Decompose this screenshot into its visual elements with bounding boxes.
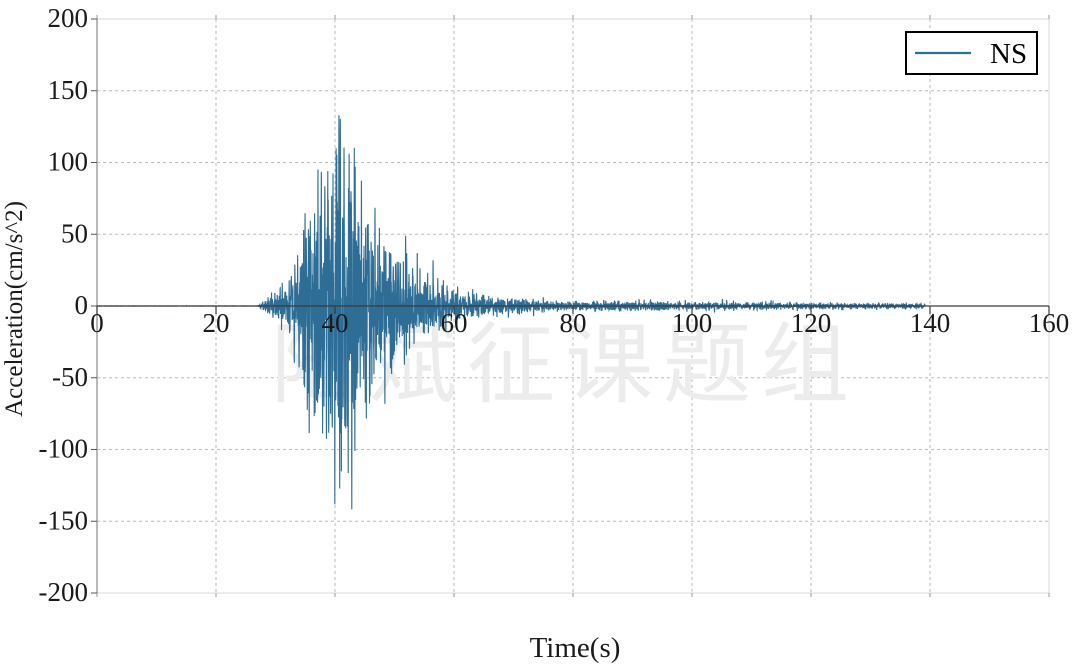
svg-text:80: 80 [560,308,587,338]
svg-text:60: 60 [441,308,468,338]
svg-text:50: 50 [61,218,88,248]
svg-text:Time(s): Time(s) [530,632,621,664]
svg-text:100: 100 [48,147,89,177]
svg-text:40: 40 [322,308,349,338]
svg-text:-200: -200 [39,577,89,607]
svg-text:150: 150 [48,75,89,105]
svg-text:200: 200 [48,3,89,33]
svg-text:100: 100 [672,308,713,338]
svg-text:140: 140 [910,308,951,338]
svg-text:160: 160 [1029,308,1070,338]
svg-text:-50: -50 [52,362,88,392]
svg-text:Acceleration(cm/s^2): Acceleration(cm/s^2) [1,201,28,417]
svg-text:-150: -150 [39,505,89,535]
svg-text:-100: -100 [39,434,89,464]
svg-text:20: 20 [203,308,230,338]
svg-text:0: 0 [75,290,89,320]
svg-text:120: 120 [791,308,832,338]
svg-text:0: 0 [90,308,104,338]
svg-text:NS: NS [990,38,1027,70]
